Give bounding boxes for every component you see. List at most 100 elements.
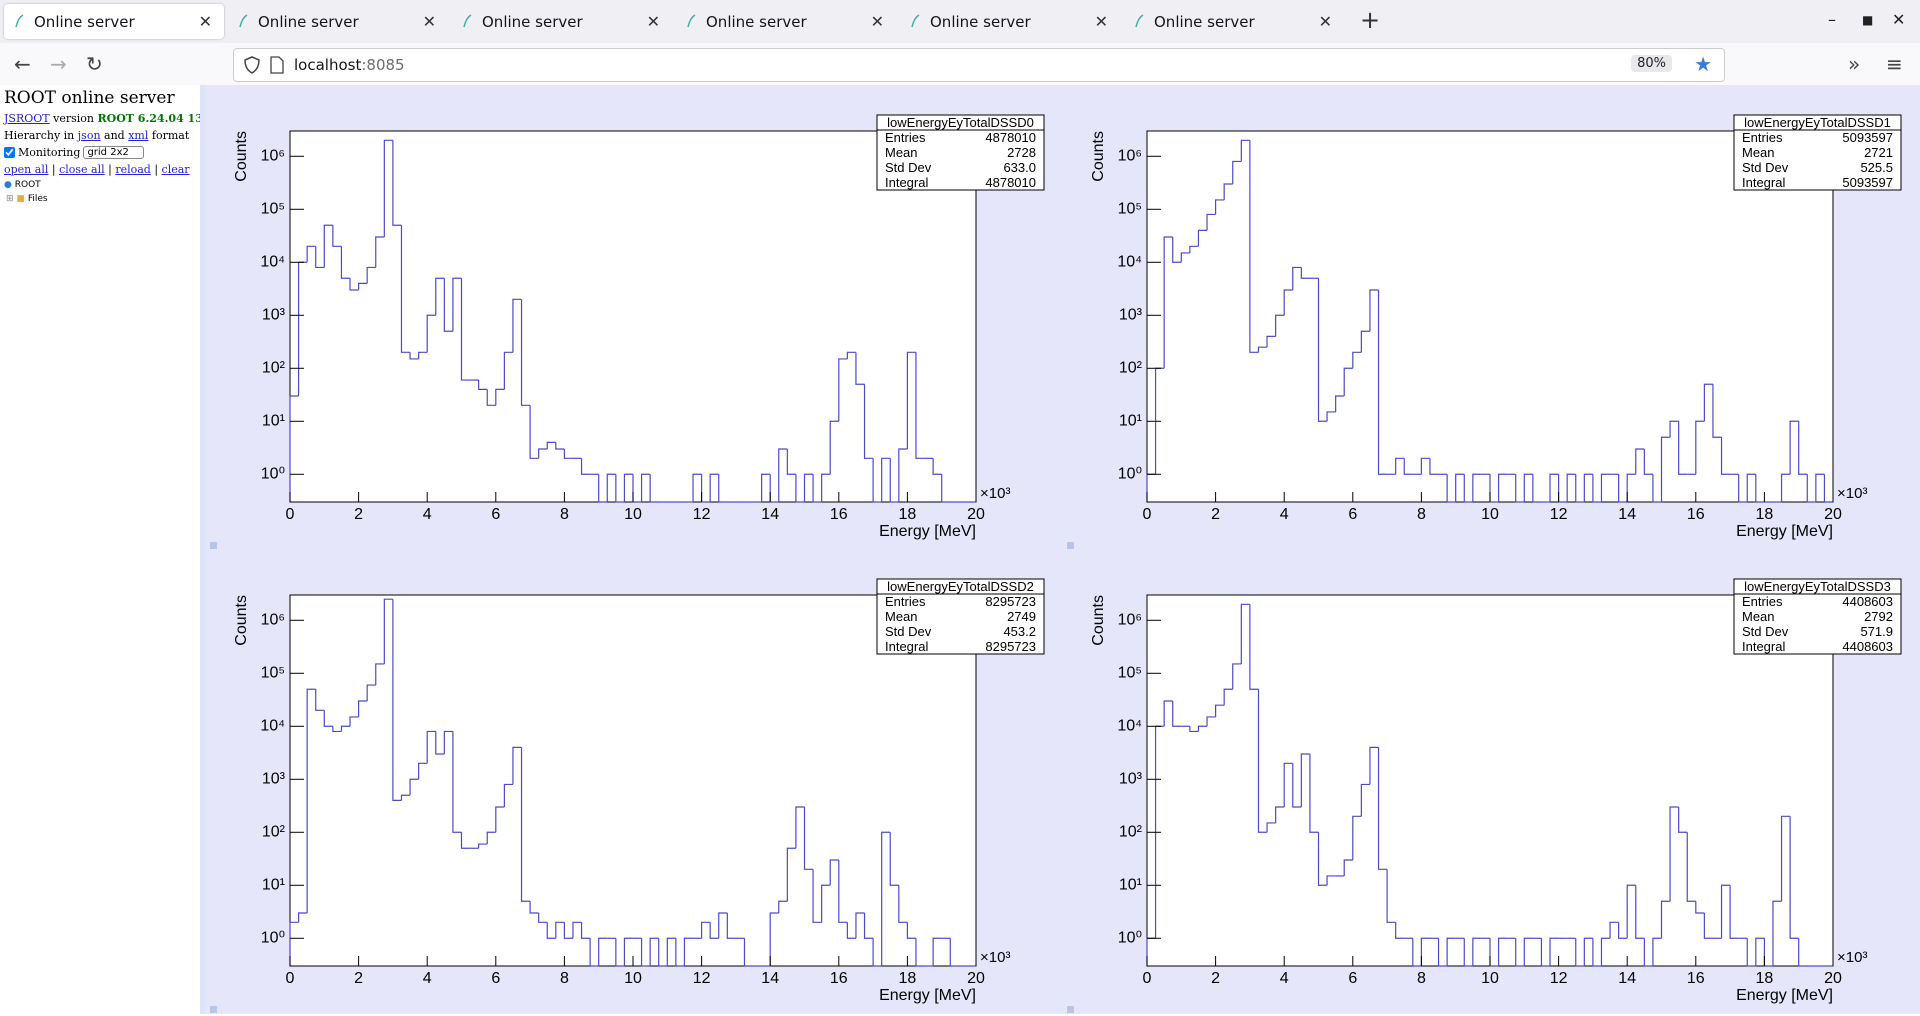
histogram-bin — [1257, 346, 1268, 353]
tab[interactable]: Online server ✕ — [452, 4, 672, 39]
histogram-bin — [306, 688, 316, 913]
version-line: JSROOT version ROOT 6.24.04 13/07/2 — [4, 112, 200, 125]
histogram-pad: 0 2 4 6 8 10 12 14 16 18 20 10⁰ 10¹ 10² 10³ 10⁴ 10⁵ 10⁶ ×1… — [1067, 578, 1902, 1013]
histogram-bin — [1652, 937, 1662, 966]
x-tick-label: 16 — [830, 970, 848, 987]
x-tick-label: 4 — [423, 970, 432, 987]
histogram-bin — [1643, 938, 1653, 967]
histogram-bin — [1283, 762, 1293, 807]
stats-name: Integral — [885, 175, 928, 190]
histogram-bin — [683, 937, 694, 966]
stats-value: 8295723 — [985, 639, 1036, 654]
maximize-button[interactable]: ■ — [1862, 13, 1874, 27]
x-tick-label: 8 — [1417, 970, 1426, 987]
histogram-bin — [529, 901, 539, 914]
histogram-bin — [1360, 330, 1370, 353]
histogram-bin — [1678, 807, 1688, 833]
tree-files[interactable]: ⊞ ■ Files — [6, 194, 196, 204]
histogram-bin — [1420, 457, 1430, 475]
text: format — [151, 129, 190, 142]
histogram-bin — [881, 831, 891, 966]
tab-close[interactable]: ✕ — [870, 12, 884, 31]
reload-link[interactable]: reload — [115, 163, 151, 176]
histogram-bin — [1300, 267, 1310, 279]
overflow-button[interactable]: » — [1848, 52, 1861, 76]
histogram-bin — [520, 299, 531, 406]
menu-button[interactable]: ≡ — [1886, 52, 1903, 76]
histogram-bin — [863, 384, 874, 459]
json-link[interactable]: json — [77, 129, 101, 142]
histogram-bin — [1772, 900, 1782, 966]
jsroot-link[interactable]: JSROOT — [4, 112, 50, 125]
y-axis-label: Counts — [233, 595, 250, 646]
reload-button[interactable]: ↻ — [86, 52, 103, 76]
x-tick-label: 8 — [560, 506, 569, 523]
y-tick-label: 10² — [262, 824, 286, 841]
clear-link[interactable]: clear — [161, 163, 190, 176]
y-tick-label: 10⁰ — [261, 466, 285, 483]
close-window-button[interactable]: ✕ — [1892, 10, 1906, 29]
url: localhost:8085 — [294, 56, 405, 74]
monitoring-checkbox[interactable] — [4, 147, 15, 158]
new-tab-button[interactable]: + — [1360, 6, 1381, 34]
bookmark-star[interactable]: ★ — [1694, 52, 1712, 76]
tab[interactable]: Online server ✕ — [4, 4, 224, 39]
histogram-bin — [1669, 806, 1679, 902]
back-button[interactable]: ← — [14, 52, 31, 76]
histogram-bin — [400, 225, 411, 353]
tab-close[interactable]: ✕ — [1094, 12, 1108, 31]
forward-button[interactable]: → — [50, 52, 67, 76]
x-axis-label: Energy [MeV] — [1736, 523, 1833, 540]
tree-label: Files — [27, 194, 48, 204]
zoom-badge[interactable]: 80% — [1631, 55, 1672, 72]
minimize-button[interactable]: – — [1828, 10, 1836, 29]
tab-close[interactable]: ✕ — [1318, 12, 1332, 31]
histogram-bin — [1300, 753, 1310, 807]
url-bar[interactable]: localhost:8085 80% ★ — [233, 48, 1725, 82]
xml-link[interactable]: xml — [128, 129, 149, 142]
x-tick-label: 18 — [899, 970, 917, 987]
histogram-bin — [1172, 701, 1182, 727]
histogram-bin — [1343, 367, 1353, 396]
histogram-bin — [889, 832, 899, 886]
tab-title: Online server — [1154, 12, 1255, 31]
histogram-bin — [1515, 938, 1525, 967]
tab-close[interactable]: ✕ — [646, 12, 660, 31]
y-tick-label: 10⁴ — [1117, 718, 1142, 735]
tree-root[interactable]: ● ROOT — [4, 180, 196, 190]
y-tick-label: 10⁶ — [1118, 148, 1142, 165]
tab-close[interactable]: ✕ — [198, 12, 212, 31]
histogram-bin — [1163, 700, 1173, 727]
globe-icon: ● — [4, 180, 12, 190]
histogram-bin — [855, 352, 865, 385]
histogram-bin — [426, 314, 436, 353]
histogram-bin — [297, 912, 308, 923]
histogram-bin — [1249, 140, 1259, 353]
plot-frame — [1146, 594, 1834, 967]
sidebar: ROOT online server JSROOT version ROOT 6… — [0, 85, 205, 1014]
tab[interactable]: Online server ✕ — [1124, 4, 1344, 39]
histogram-bin — [1206, 213, 1216, 231]
histogram-bin — [1729, 885, 1739, 939]
close-all-link[interactable]: close all — [59, 163, 105, 176]
histogram-bin — [383, 139, 393, 237]
y-tick-label: 10⁰ — [261, 930, 285, 947]
histogram-bin — [1720, 437, 1731, 475]
tab[interactable]: Online server ✕ — [228, 4, 448, 39]
histogram-bin — [1686, 832, 1696, 902]
x-tick-label: 6 — [1348, 506, 1357, 523]
histogram-bin — [803, 807, 814, 870]
tab[interactable]: Online server ✕ — [676, 4, 896, 39]
open-all-link[interactable]: open all — [4, 163, 49, 176]
nav-bar: ← → ↻ localhost:8085 80% ★ » ≡ — [0, 43, 1920, 86]
histogram-bin — [1163, 236, 1173, 369]
histogram-bin — [769, 912, 779, 966]
stats-value: 525.5 — [1860, 160, 1893, 175]
histogram-bin — [1369, 289, 1379, 332]
tab-close[interactable]: ✕ — [422, 12, 436, 31]
tab[interactable]: Online server ✕ — [900, 4, 1120, 39]
stats-name: Entries — [1742, 594, 1783, 609]
layout-select[interactable]: grid 2x2 — [83, 146, 144, 159]
